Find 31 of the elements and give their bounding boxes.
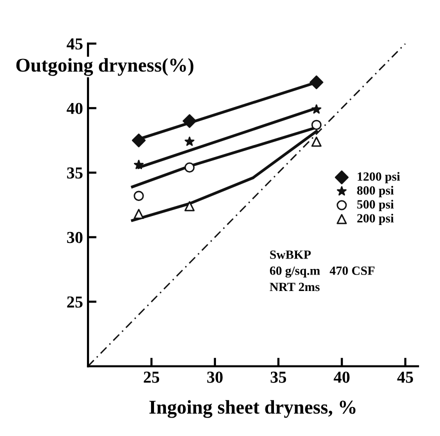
point [310,75,324,90]
point [184,162,195,173]
point [132,133,146,148]
x-tick-label: 30 [207,372,223,383]
legend-label: 200 psi [357,214,394,226]
x-tick-label: 25 [144,372,160,383]
point [311,120,322,130]
y-tick-label: 35 [67,167,83,179]
legend-label: 1200 psi [358,172,400,184]
point [184,201,195,212]
y-tick-label: 25 [67,296,83,308]
x-axis-title: Ingoing sheet dryness, % [149,400,356,418]
point [134,160,144,170]
y-axis-title: Outgoing dryness(%) [16,58,194,76]
y-tick-label: 30 [67,232,83,244]
y-tick-label: 45 [66,38,83,50]
point [134,208,144,220]
legend-label: 500 psi [357,200,394,212]
x-tick-label: 40 [334,372,350,383]
point [182,114,196,128]
x-tick-label: 35 [270,372,286,383]
annotation: SwBKP [270,250,311,259]
legend-label: 800 psi [357,186,394,198]
annotation: NRT 2ms [270,282,320,292]
point [311,136,322,147]
annotation: 60 g/sq.m 470 CSF [270,266,374,278]
x-tick-label: 45 [397,372,414,383]
y-tick-label: 40 [66,102,83,114]
point [134,190,144,201]
point [184,136,194,146]
point [312,104,322,114]
